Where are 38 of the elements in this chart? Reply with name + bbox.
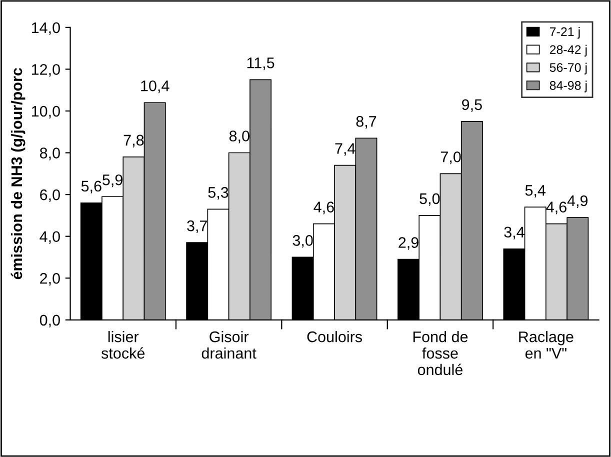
legend-label: 7-21 j (550, 26, 580, 39)
data-label: 5,9 (102, 174, 122, 188)
legend-label: 84-98 j (550, 80, 587, 92)
data-label: 3,7 (187, 220, 207, 234)
data-label: 5,0 (420, 193, 440, 206)
y-tick-label: 10,0 (32, 106, 60, 118)
x-tick-label: lisier stocké (101, 331, 145, 359)
y-tick-label: 12,0 (32, 64, 60, 77)
data-label: 8,0 (229, 130, 250, 144)
data-label: 3,0 (292, 235, 313, 248)
data-label: 7,4 (335, 143, 356, 156)
data-label: 11,5 (247, 58, 274, 70)
y-tick-label: 8,0 (40, 148, 60, 160)
y-tick-label: 4,0 (40, 231, 60, 244)
y-tick-label: 0,0 (40, 314, 60, 328)
data-label: 4,6 (546, 202, 566, 214)
x-tick-label: Couloirs (307, 331, 362, 342)
y-tick-label: 6,0 (40, 189, 60, 202)
data-label: 7,0 (440, 151, 461, 164)
x-tick-label: Gisoir drainant (202, 331, 256, 359)
legend-label: 56-70 j (550, 62, 587, 74)
data-label: 5,6 (81, 180, 102, 194)
data-label: 9,5 (462, 99, 482, 112)
data-label: 2,9 (398, 237, 418, 250)
data-label: 7,8 (124, 134, 144, 148)
data-label: 5,4 (525, 185, 546, 198)
data-label: 4,6 (314, 202, 334, 214)
legend-label: 28-42 j (550, 44, 587, 57)
data-label: 4,9 (567, 195, 588, 208)
data-label: 10,4 (141, 80, 170, 94)
data-label: 5,3 (208, 187, 228, 200)
x-tick-label: Raclage en "V" (519, 331, 574, 359)
x-tick-label: Fond de fosse ondulé (413, 331, 468, 376)
data-label: 3,4 (504, 226, 524, 240)
y-axis-title: émission de NH3 (g/jour/porc (10, 68, 26, 280)
y-tick-label: 2,0 (40, 272, 60, 286)
y-tick-label: 14,0 (32, 22, 60, 35)
data-label: 8,7 (356, 116, 376, 129)
